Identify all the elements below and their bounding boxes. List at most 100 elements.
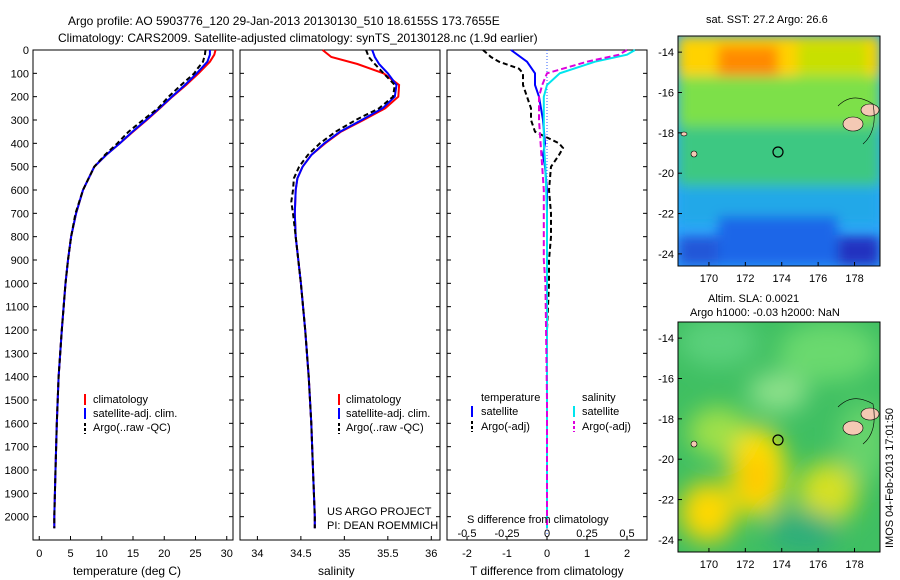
sla-map-frame <box>677 321 881 553</box>
difference-x-axis: -2 -1 0 1 2 -0.5 -0.25 0 0.25 0.5 <box>458 528 635 560</box>
legend-label-s-satellite: satellite <box>582 406 619 418</box>
argo-location-marker <box>772 146 784 158</box>
x-tick-label: 36 <box>425 548 437 560</box>
map-lat-label: -22 <box>658 495 674 507</box>
depth-tick-label: 1300 <box>5 348 29 360</box>
legend-label-argo: Argo(..raw -QC) <box>93 422 171 434</box>
map-lat-label: -18 <box>658 128 674 140</box>
depth-tick-label: 600 <box>11 185 29 197</box>
series-line-argo-raw-qc <box>290 49 396 529</box>
salinity-x-axis: 34 34.5 35 35.5 36 <box>251 536 437 560</box>
salinity-panel-frame <box>239 49 441 541</box>
temperature-x-axis: 0 5 10 15 20 25 30 <box>36 536 233 560</box>
map-lon-label: 178 <box>845 559 863 571</box>
map-lat-label: -16 <box>658 373 674 385</box>
x-tick-label: 25 <box>189 548 201 560</box>
map-lat-label: -20 <box>658 168 674 180</box>
x-tick-label: 30 <box>221 548 233 560</box>
series-line-argo-raw-qc <box>53 49 207 529</box>
map-lat-label: -16 <box>658 87 674 99</box>
legend-label-s-argo: Argo(-adj) <box>582 421 631 433</box>
depth-tick-label: 1500 <box>5 395 29 407</box>
salinity-xlabel: salinity <box>318 564 355 578</box>
x-tick-label: 0 <box>544 548 550 560</box>
map-lon-label: 170 <box>700 559 718 571</box>
legend-header-temperature: temperature <box>481 392 540 404</box>
s-diff-tick-label: -0.25 <box>494 528 519 540</box>
depth-tick-label: 1200 <box>5 325 29 337</box>
map-lat-label: -20 <box>658 454 674 466</box>
sla-map-axes: -14 -16 -18 -20 -22 -24 170 172 174 176 178 <box>658 333 864 571</box>
depth-tick-label: 1800 <box>5 465 29 477</box>
sst-land-islands <box>680 97 880 158</box>
x-tick-label: 0 <box>36 548 42 560</box>
depth-tick-label: 1400 <box>5 372 29 384</box>
map-lon-label: 172 <box>736 273 754 285</box>
sst-map-frame <box>677 35 881 267</box>
sla-map-title-2: Argo h1000: -0.03 h2000: NaN <box>690 307 840 319</box>
legend-label-climatology: climatology <box>93 394 149 406</box>
depth-tick-label: 200 <box>11 92 29 104</box>
legend-label-climatology: climatology <box>346 394 402 406</box>
depth-tick-label: 700 <box>11 208 29 220</box>
temperature-xlabel: temperature (deg C) <box>73 564 181 578</box>
depth-tick-label: 1600 <box>5 418 29 430</box>
difference-legend: temperature salinity satellite Argo(-adj… <box>467 392 631 526</box>
x-tick-label: 35.5 <box>377 548 398 560</box>
x-tick-label: 10 <box>96 548 108 560</box>
depth-tick-label: 1900 <box>5 488 29 500</box>
t-difference-xlabel: T difference from climatology <box>470 564 624 578</box>
legend-label-satellite: satellite-adj. clim. <box>93 408 177 420</box>
s-diff-tick-label: 0 <box>544 528 550 540</box>
series-line-temperature-argo-adj <box>482 49 565 529</box>
depth-tick-label: 800 <box>11 232 29 244</box>
salinity-plot <box>290 49 401 529</box>
x-tick-label: 2 <box>624 548 630 560</box>
depth-tick-label: 300 <box>11 115 29 127</box>
x-tick-label: 35 <box>338 548 350 560</box>
sst-map <box>678 36 880 266</box>
map-lat-label: -14 <box>658 47 674 59</box>
sst-map-title: sat. SST: 27.2 Argo: 26.6 <box>706 14 828 26</box>
temperature-plot <box>53 49 217 529</box>
map-lon-label: 176 <box>809 559 827 571</box>
x-tick-label: 34 <box>251 548 263 560</box>
legend-label-argo: Argo(..raw -QC) <box>346 422 424 434</box>
legend-label-satellite: satellite-adj. clim. <box>346 408 430 420</box>
depth-tick-label: 500 <box>11 162 29 174</box>
project-note-line-1: US ARGO PROJECT <box>327 506 432 518</box>
map-lon-label: 172 <box>736 559 754 571</box>
s-difference-label: S difference from climatology <box>467 514 609 526</box>
map-lon-label: 174 <box>773 559 791 571</box>
map-lon-label: 174 <box>773 273 791 285</box>
series-line-salinity-argo-adj <box>538 49 628 529</box>
sla-land-islands <box>690 398 880 448</box>
argo-location-marker <box>772 434 784 446</box>
s-diff-tick-label: -0.5 <box>458 528 477 540</box>
map-lon-label: 178 <box>845 273 863 285</box>
sla-map <box>678 322 880 552</box>
depth-tick-label: 400 <box>11 138 29 150</box>
x-tick-label: 20 <box>158 548 170 560</box>
map-lat-label: -24 <box>658 249 674 261</box>
map-lat-label: -22 <box>658 209 674 221</box>
depth-tick-label: 900 <box>11 255 29 267</box>
legend-label-t-argo: Argo(-adj) <box>481 421 530 433</box>
sla-map-title-1: Altim. SLA: 0.0021 <box>708 293 799 305</box>
legend-label-t-satellite: satellite <box>481 406 518 418</box>
s-diff-tick-label: 0.5 <box>619 528 634 540</box>
legend-header-salinity: salinity <box>582 392 616 404</box>
s-diff-tick-label: 0.25 <box>576 528 597 540</box>
map-lat-label: -14 <box>658 333 674 345</box>
depth-tick-label: 100 <box>11 68 29 80</box>
temperature-legend: climatology satellite-adj. clim. Argo(..… <box>84 394 177 434</box>
x-tick-label: 34.5 <box>290 548 311 560</box>
map-lat-label: -24 <box>658 535 674 547</box>
header-line-1: Argo profile: AO 5903776_120 29-Jan-2013… <box>68 14 500 28</box>
depth-tick-label: 1000 <box>5 278 29 290</box>
header-line-2: Climatology: CARS2009. Satellite-adjuste… <box>58 31 538 45</box>
depth-tick-label: 0 <box>23 45 29 57</box>
imos-timestamp: IMOS 04-Feb-2013 17:01:50 <box>884 408 896 548</box>
depth-axis: 0 100 200 300 400 500 600 700 800 900 1000 1100 1200… <box>5 45 647 524</box>
